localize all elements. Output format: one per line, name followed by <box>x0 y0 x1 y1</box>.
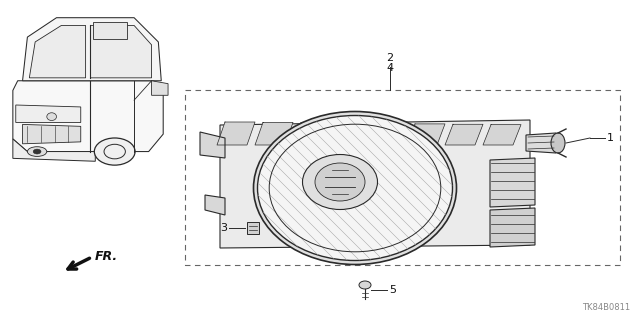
Ellipse shape <box>303 155 378 210</box>
Ellipse shape <box>551 133 565 153</box>
Bar <box>185 90 620 265</box>
Text: 3: 3 <box>220 223 227 233</box>
Polygon shape <box>22 124 81 144</box>
Polygon shape <box>331 123 369 145</box>
Text: TK84B0811: TK84B0811 <box>582 303 630 312</box>
Ellipse shape <box>253 111 456 265</box>
Bar <box>247 222 259 234</box>
Polygon shape <box>490 158 535 207</box>
Polygon shape <box>13 81 163 152</box>
Polygon shape <box>200 132 225 158</box>
Bar <box>93 21 127 39</box>
Ellipse shape <box>359 281 371 289</box>
Text: 4: 4 <box>387 63 394 73</box>
Polygon shape <box>13 139 95 161</box>
Text: 2: 2 <box>387 53 394 63</box>
Polygon shape <box>407 124 445 145</box>
Ellipse shape <box>94 138 135 165</box>
Polygon shape <box>217 122 255 145</box>
Polygon shape <box>369 124 407 145</box>
Polygon shape <box>255 122 293 145</box>
Polygon shape <box>220 120 530 248</box>
Text: FR.: FR. <box>95 250 118 262</box>
Polygon shape <box>29 26 86 78</box>
Ellipse shape <box>315 163 365 201</box>
Polygon shape <box>293 123 331 145</box>
Text: 5: 5 <box>389 285 396 295</box>
Polygon shape <box>205 195 225 215</box>
Ellipse shape <box>33 149 41 154</box>
Ellipse shape <box>47 113 56 121</box>
Polygon shape <box>22 18 161 81</box>
Ellipse shape <box>28 147 47 156</box>
Polygon shape <box>445 124 483 145</box>
Text: 1: 1 <box>607 133 614 143</box>
Polygon shape <box>490 208 535 247</box>
Polygon shape <box>483 125 521 145</box>
Polygon shape <box>16 105 81 123</box>
Polygon shape <box>90 26 152 78</box>
Ellipse shape <box>257 116 452 260</box>
Polygon shape <box>152 81 168 95</box>
Polygon shape <box>526 133 560 153</box>
